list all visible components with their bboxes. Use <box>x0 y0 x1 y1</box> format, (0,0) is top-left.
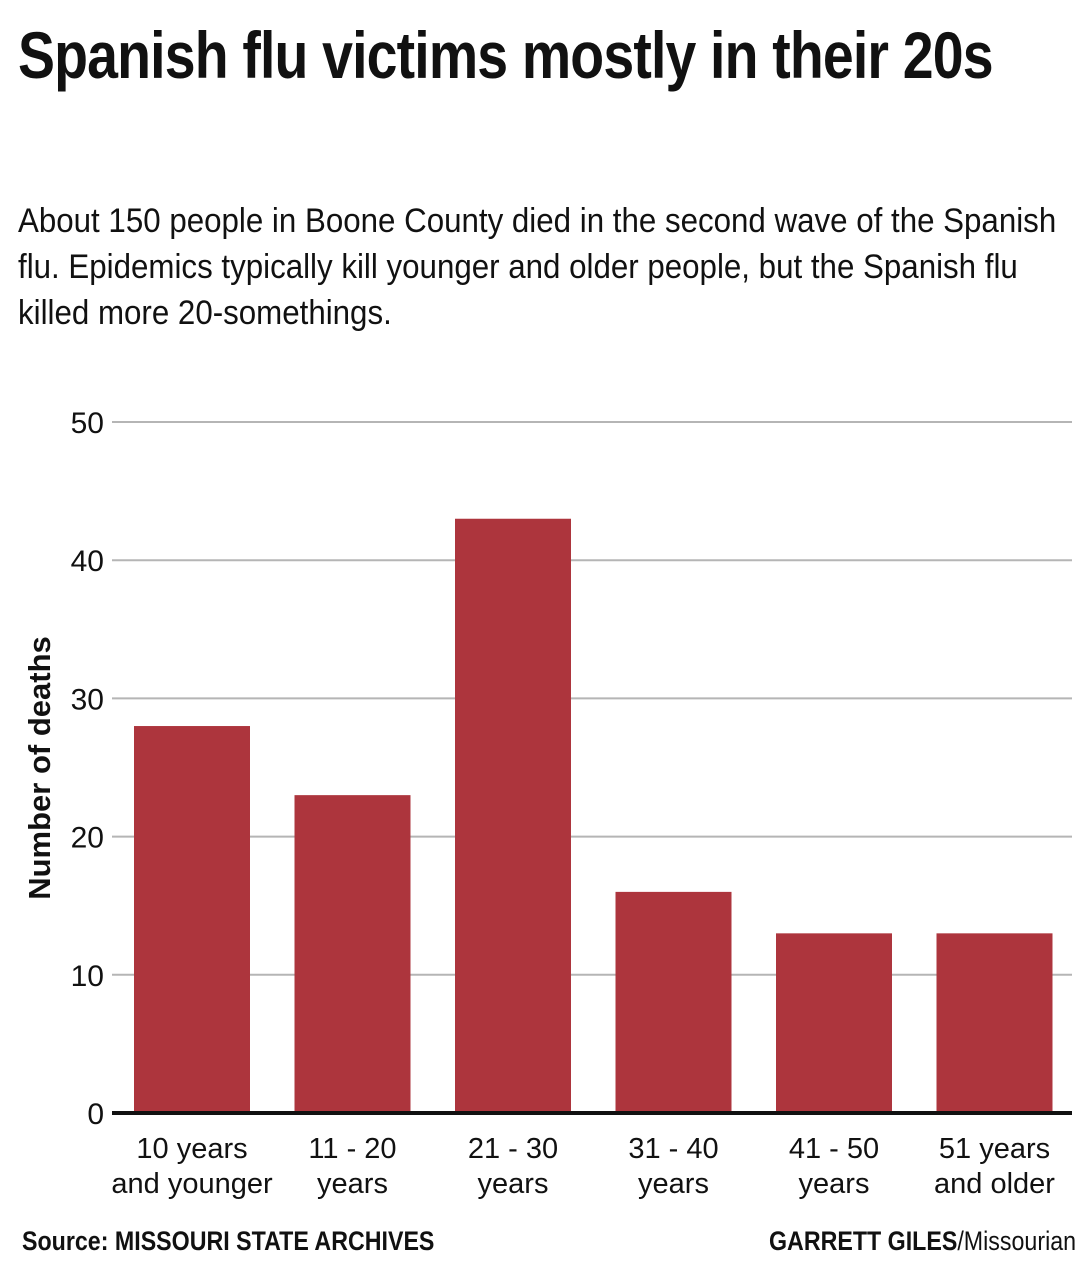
x-tick-label: 11 - 20 <box>308 1133 396 1165</box>
credit-org: /Missourian <box>957 1226 1076 1256</box>
gridlines <box>112 421 1072 976</box>
bar <box>134 726 250 1113</box>
y-tick-labels: 0 10 20 30 40 50 <box>71 407 104 1131</box>
y-tick-label: 0 <box>87 1098 104 1131</box>
x-tick-label: and younger <box>111 1168 273 1200</box>
x-tick-label: years <box>317 1168 388 1200</box>
bar <box>776 933 892 1113</box>
y-axis-label: Number of deaths <box>22 636 57 900</box>
x-tick-label: years <box>799 1168 870 1200</box>
bar <box>455 518 571 1113</box>
bar <box>936 933 1053 1113</box>
x-tick-label: 10 years <box>136 1133 247 1165</box>
x-tick-label: 31 - 40 <box>628 1133 718 1165</box>
chart-title: Spanish flu victims mostly in their 20s <box>18 18 994 92</box>
y-tick-label: 10 <box>71 960 104 993</box>
bar <box>615 891 732 1113</box>
y-tick-label: 50 <box>71 407 104 440</box>
x-tick-label: 51 years <box>939 1133 1050 1165</box>
bar <box>294 795 411 1113</box>
bars <box>134 518 1053 1113</box>
y-tick-label: 40 <box>71 545 104 578</box>
credit-line: GARRETT GILES/Missourian <box>769 1226 1076 1257</box>
chart-subtitle: About 150 people in Boone County died in… <box>18 202 1057 332</box>
x-tick-label: and older <box>934 1168 1055 1200</box>
x-tick-label: 41 - 50 <box>789 1133 879 1165</box>
y-tick-label: 20 <box>71 822 104 855</box>
x-tick-label: years <box>638 1168 709 1200</box>
credit-name: GARRETT GILES <box>768 1226 958 1256</box>
x-tick-label: 21 - 30 <box>468 1133 558 1165</box>
source-note: Source: MISSOURI STATE ARCHIVES <box>22 1226 435 1256</box>
x-tick-label: years <box>478 1168 549 1200</box>
y-tick-label: 30 <box>71 683 104 716</box>
